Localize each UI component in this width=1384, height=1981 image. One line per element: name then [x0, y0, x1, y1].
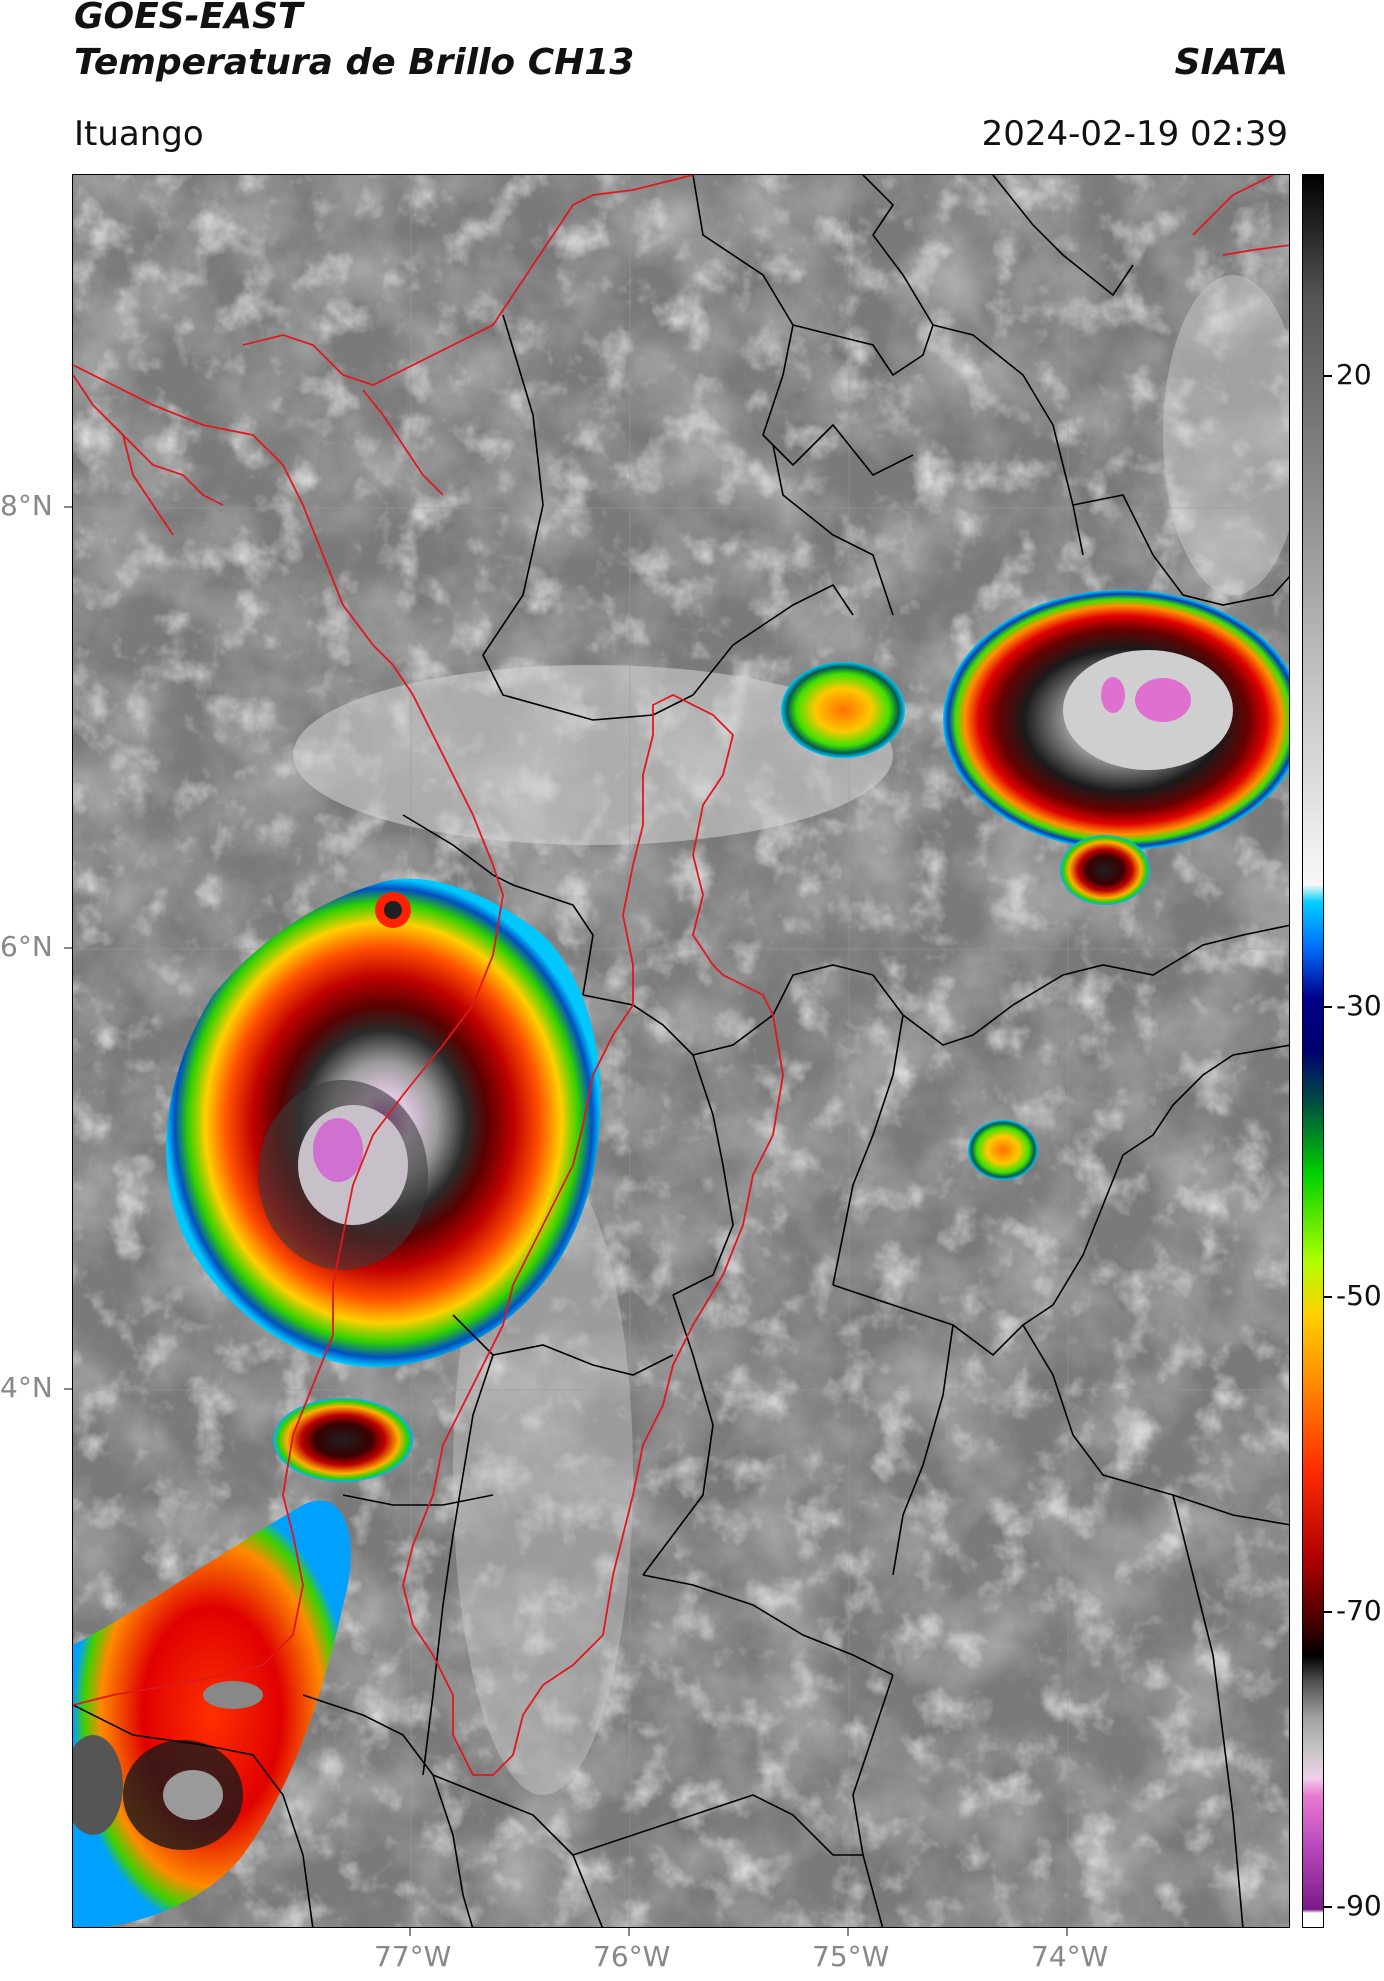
satellite-map[interactable] — [72, 174, 1290, 1928]
colorbar-tick — [1324, 374, 1332, 377]
convective-cell-west — [166, 878, 601, 1368]
latitude-tick — [64, 1388, 72, 1390]
department-borders — [73, 175, 1289, 1927]
longitude-label: 76°W — [593, 1940, 671, 1973]
colorbar-tick — [1324, 1905, 1332, 1908]
colorbar — [1302, 174, 1324, 1928]
longitude-tick — [628, 1928, 630, 1936]
latitude-label: 4°N — [0, 1371, 53, 1404]
colorbar-tick-label: -50 — [1336, 1278, 1382, 1312]
convective-cell-southwest — [73, 1500, 351, 1927]
map-canvas — [73, 175, 1289, 1927]
longitude-label: 77°W — [374, 1940, 452, 1973]
latitude-label: 8°N — [0, 489, 53, 522]
colorbar-tick-label: -30 — [1336, 989, 1382, 1023]
convective-cell-northeast — [781, 590, 1289, 1180]
colorbar-tick-label: -70 — [1336, 1594, 1382, 1628]
title-line-1: GOES-EAST — [74, 0, 303, 37]
latitude-label: 6°N — [0, 930, 53, 963]
latitude-tick — [64, 947, 72, 949]
colorbar-tick — [1324, 1611, 1332, 1614]
colorbar-tick — [1324, 1006, 1332, 1009]
latitude-tick — [64, 506, 72, 508]
country-borders — [73, 175, 1289, 1776]
convective-cell-south-small — [273, 1398, 413, 1482]
longitude-label: 74°W — [1031, 1940, 1109, 1973]
colorbar-tick-label: 20 — [1336, 357, 1372, 391]
longitude-tick — [409, 1928, 411, 1936]
longitude-tick — [1066, 1928, 1068, 1936]
organization-label: SIATA — [1174, 42, 1288, 83]
title-line-2: Temperatura de Brillo CH13 — [74, 42, 635, 83]
longitude-label: 75°W — [812, 1940, 890, 1973]
colorbar-tick — [1324, 1295, 1332, 1298]
location-label: Ituango — [74, 114, 204, 154]
colorbar-tick-label: -90 — [1336, 1888, 1382, 1922]
timestamp-label: 2024-02-19 02:39 — [981, 114, 1288, 154]
longitude-tick — [847, 1928, 849, 1936]
